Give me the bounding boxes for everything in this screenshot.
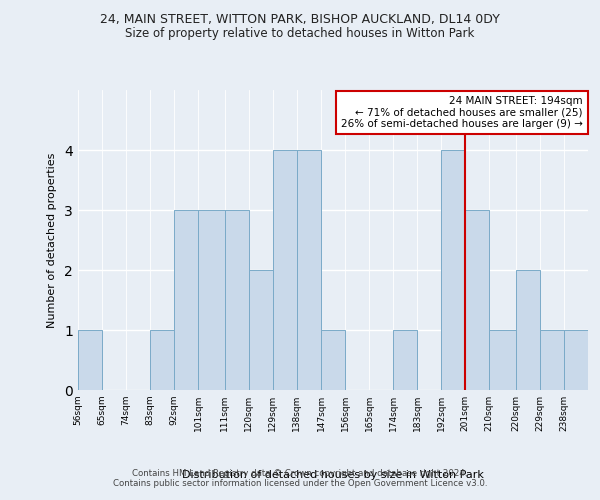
Bar: [198, 210, 225, 390]
Bar: [174, 210, 198, 390]
Bar: [150, 330, 174, 390]
Bar: [297, 150, 321, 390]
Bar: [441, 150, 465, 390]
Text: Size of property relative to detached houses in Witton Park: Size of property relative to detached ho…: [125, 28, 475, 40]
Bar: [78, 330, 102, 390]
Text: 24, MAIN STREET, WITTON PARK, BISHOP AUCKLAND, DL14 0DY: 24, MAIN STREET, WITTON PARK, BISHOP AUC…: [100, 12, 500, 26]
Bar: [489, 330, 516, 390]
X-axis label: Distribution of detached houses by size in Witton Park: Distribution of detached houses by size …: [182, 470, 484, 480]
Bar: [321, 330, 345, 390]
Bar: [393, 330, 417, 390]
Text: Contains HM Land Registry data © Crown copyright and database right 2024.: Contains HM Land Registry data © Crown c…: [132, 468, 468, 477]
Text: Contains public sector information licensed under the Open Government Licence v3: Contains public sector information licen…: [113, 478, 487, 488]
Text: 24 MAIN STREET: 194sqm
← 71% of detached houses are smaller (25)
26% of semi-det: 24 MAIN STREET: 194sqm ← 71% of detached…: [341, 96, 583, 129]
Bar: [249, 270, 273, 390]
Bar: [540, 330, 564, 390]
Y-axis label: Number of detached properties: Number of detached properties: [47, 152, 58, 328]
Bar: [225, 210, 249, 390]
Bar: [516, 270, 540, 390]
Bar: [465, 210, 489, 390]
Bar: [564, 330, 588, 390]
Bar: [273, 150, 297, 390]
